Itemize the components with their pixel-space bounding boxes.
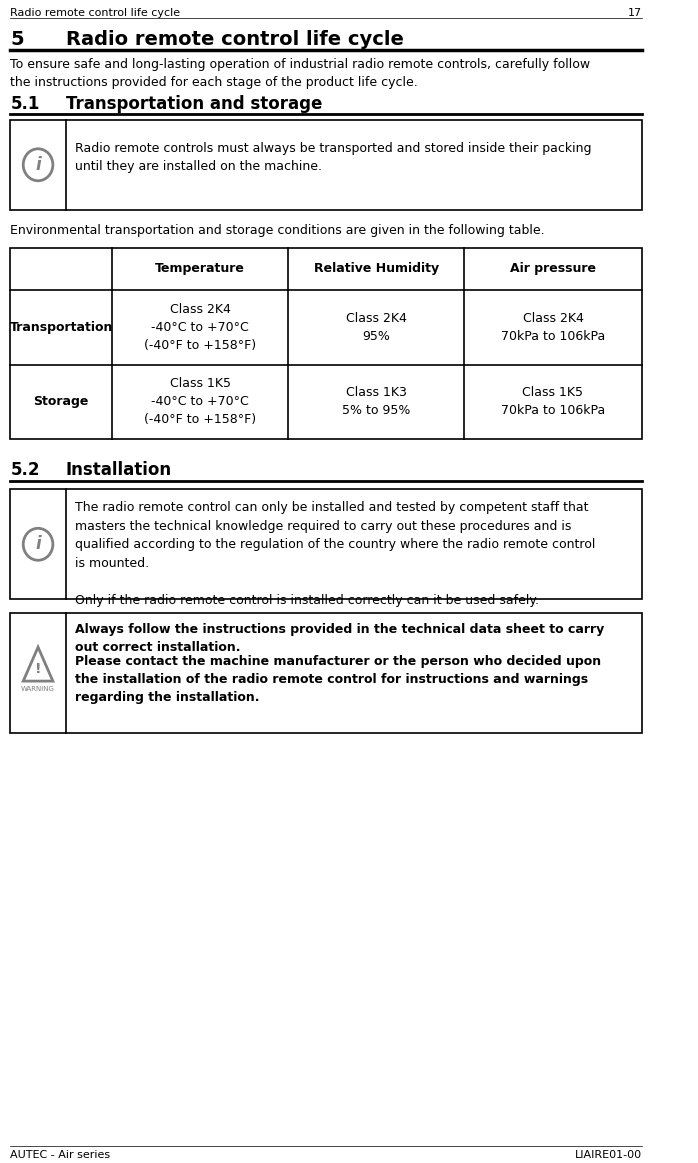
Text: Please contact the machine manufacturer or the person who decided upon
the insta: Please contact the machine manufacturer … xyxy=(75,655,601,704)
Text: Environmental transportation and storage conditions are given in the following t: Environmental transportation and storage… xyxy=(10,223,545,237)
Text: i: i xyxy=(35,156,41,173)
Text: Storage: Storage xyxy=(34,395,89,408)
Text: Radio remote control life cycle: Radio remote control life cycle xyxy=(10,8,180,17)
Text: Air pressure: Air pressure xyxy=(510,262,596,276)
Text: Radio remote control life cycle: Radio remote control life cycle xyxy=(66,30,403,49)
Text: Class 1K3
5% to 95%: Class 1K3 5% to 95% xyxy=(342,386,410,418)
Text: 5.1: 5.1 xyxy=(10,95,40,113)
Bar xyxy=(10,490,642,599)
Text: WARNING: WARNING xyxy=(21,686,55,692)
Text: Class 2K4
-40°C to +70°C
(-40°F to +158°F): Class 2K4 -40°C to +70°C (-40°F to +158°… xyxy=(144,302,256,351)
Text: 5: 5 xyxy=(10,30,24,49)
Bar xyxy=(10,248,642,440)
Text: Class 1K5
-40°C to +70°C
(-40°F to +158°F): Class 1K5 -40°C to +70°C (-40°F to +158°… xyxy=(144,378,256,427)
Text: Radio remote controls must always be transported and stored inside their packing: Radio remote controls must always be tra… xyxy=(75,142,592,173)
Text: i: i xyxy=(35,535,41,554)
Bar xyxy=(10,120,642,209)
Bar xyxy=(10,613,642,733)
Text: Class 2K4
70kPa to 106kPa: Class 2K4 70kPa to 106kPa xyxy=(501,312,605,343)
Text: 17: 17 xyxy=(628,8,642,17)
Text: Installation: Installation xyxy=(66,462,172,479)
Text: Transportation: Transportation xyxy=(10,321,113,334)
Text: AUTEC - Air series: AUTEC - Air series xyxy=(10,1150,110,1161)
Text: The radio remote control can only be installed and tested by competent staff tha: The radio remote control can only be ins… xyxy=(75,501,595,607)
Text: Relative Humidity: Relative Humidity xyxy=(313,262,438,276)
Text: Always follow the instructions provided in the technical data sheet to carry
out: Always follow the instructions provided … xyxy=(75,623,604,654)
Text: Class 2K4
95%: Class 2K4 95% xyxy=(346,312,406,343)
Text: LIAIRE01-00: LIAIRE01-00 xyxy=(574,1150,642,1161)
Text: Class 1K5
70kPa to 106kPa: Class 1K5 70kPa to 106kPa xyxy=(501,386,605,418)
Text: To ensure safe and long-lasting operation of industrial radio remote controls, c: To ensure safe and long-lasting operatio… xyxy=(10,58,591,88)
Text: 5.2: 5.2 xyxy=(10,462,40,479)
Text: !: ! xyxy=(35,662,41,676)
Text: Temperature: Temperature xyxy=(155,262,245,276)
Text: Transportation and storage: Transportation and storage xyxy=(66,95,322,113)
